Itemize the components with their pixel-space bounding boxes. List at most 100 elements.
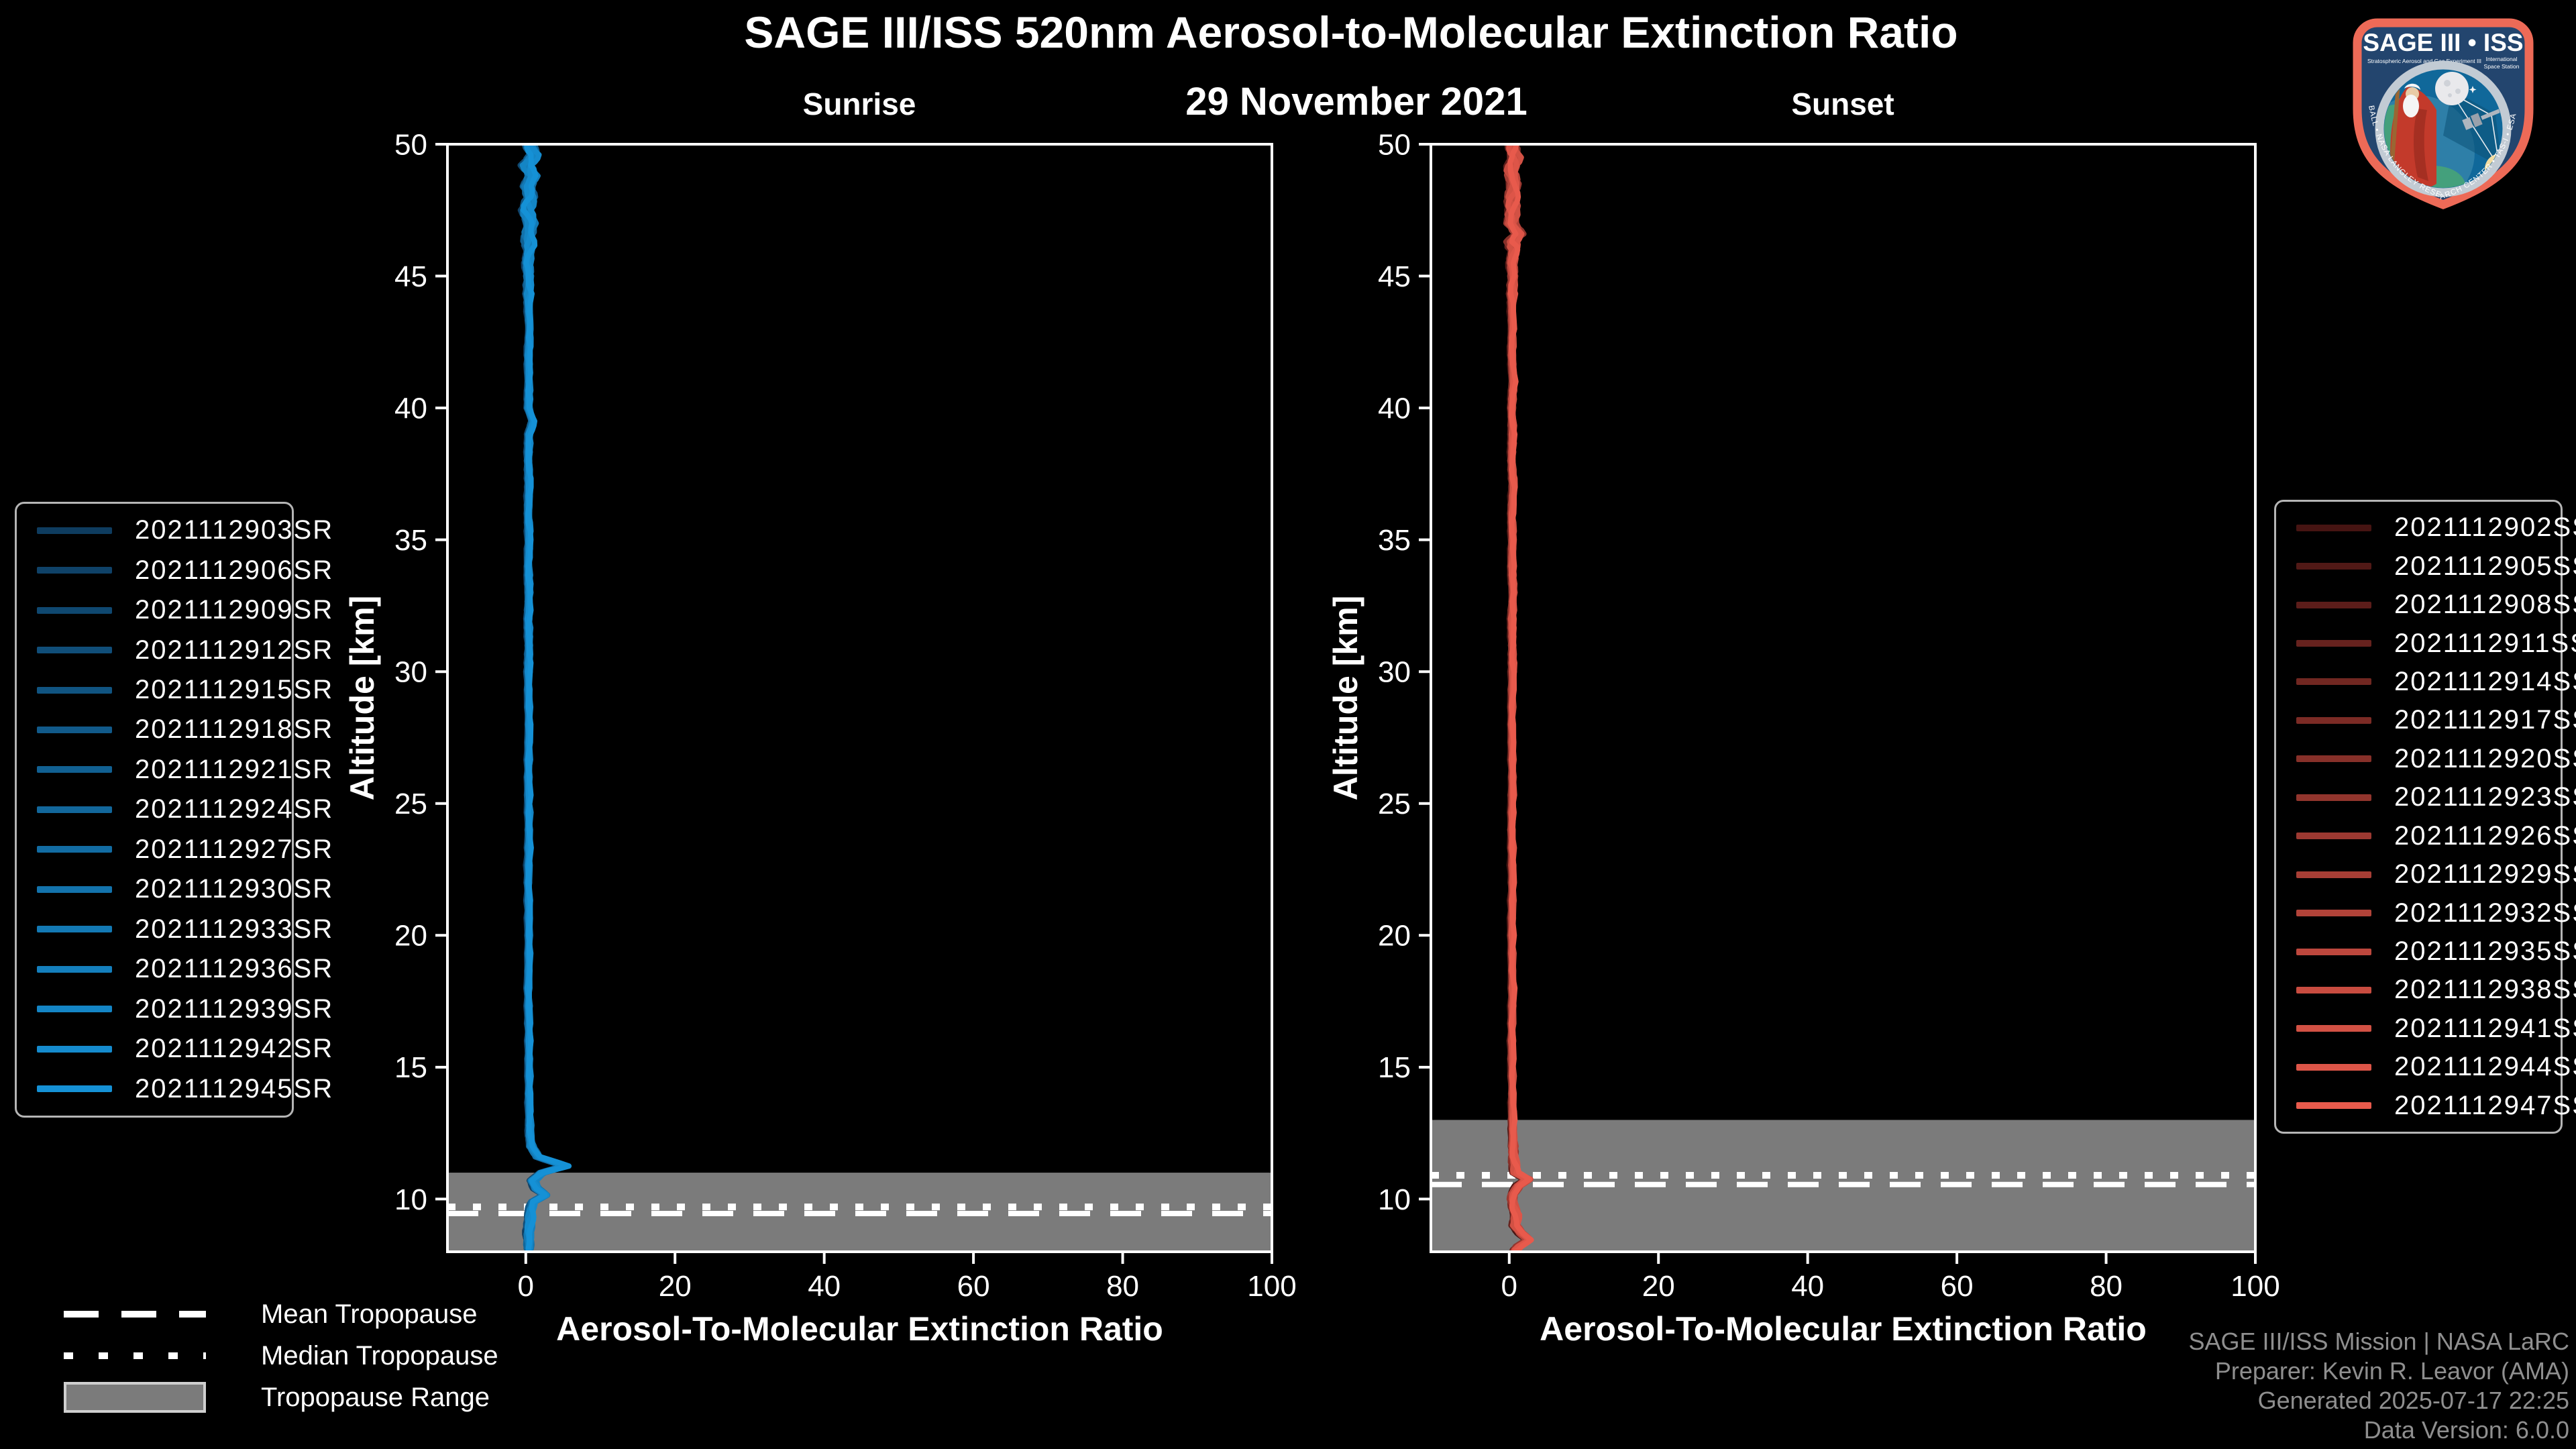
y-tick-label: 50 xyxy=(394,128,427,161)
y-tick-label: 15 xyxy=(394,1051,427,1084)
y-tick-label: 40 xyxy=(394,392,427,425)
x-tick-label: 80 xyxy=(1106,1270,1139,1303)
legend-item: 2021112915SR xyxy=(17,675,332,705)
x-tick-label: 100 xyxy=(1247,1270,1296,1303)
footer-preparer-line: Preparer: Kevin R. Leavor (AMA) xyxy=(2214,1357,2569,1385)
legend-line-swatch xyxy=(2296,1102,2371,1110)
sunrise-yaxis-label: Altitude [km] xyxy=(343,596,381,801)
legend-line-swatch xyxy=(2296,716,2371,724)
legend-event-label: 2021112938SS xyxy=(2394,975,2576,1005)
patch-subtitle-right-2: Space Station xyxy=(2484,63,2520,70)
legend-line-swatch xyxy=(2296,678,2371,686)
legend-item: 2021112908SS xyxy=(2276,590,2576,620)
median-tropopause-dotted-swatch xyxy=(64,1352,206,1359)
x-tick-label: 40 xyxy=(808,1270,841,1303)
footer-generated-line: Generated 2025-07-17 22:25 xyxy=(2257,1387,2569,1415)
legend-event-label: 2021112926SS xyxy=(2394,820,2576,851)
sunset-xaxis-label: Aerosol-To-Molecular Extinction Ratio xyxy=(1540,1310,2147,1348)
legend-event-label: 2021112935SS xyxy=(2394,936,2576,967)
patch-subtitle-left: Stratospheric Aerosol and Gas Experiment… xyxy=(2367,58,2481,64)
footer-mission-line: SAGE III/ISS Mission | NASA LaRC xyxy=(2188,1328,2569,1356)
legend-line-swatch xyxy=(37,726,112,733)
legend-line-swatch xyxy=(37,846,112,853)
y-tick-label: 45 xyxy=(394,260,427,293)
y-tick-label: 25 xyxy=(394,788,427,820)
legend-item: 2021112939SR xyxy=(17,994,332,1024)
y-tick-label: 25 xyxy=(1378,788,1411,820)
legend-item: 2021112920SS xyxy=(2276,744,2576,774)
legend-line-swatch xyxy=(2296,755,2371,763)
legend-event-label: 2021112941SS xyxy=(2394,1013,2576,1043)
y-tick-label: 35 xyxy=(394,524,427,557)
patch-subtitle-right-1: International xyxy=(2486,56,2518,62)
legend-item: 2021112917SS xyxy=(2276,705,2576,735)
legend-event-label: 2021112902SS xyxy=(2394,513,2576,543)
legend-event-label: 2021112903SR xyxy=(135,515,334,545)
footer-version-line: Data Version: 6.0.0 xyxy=(2363,1416,2569,1444)
y-tick-label: 20 xyxy=(1378,920,1411,953)
figure-title: SAGE III/ISS 520nm Aerosol-to-Molecular … xyxy=(744,7,1958,57)
legend-line-swatch xyxy=(2296,833,2371,840)
y-tick-label: 10 xyxy=(394,1183,427,1216)
legend-item: 2021112942SR xyxy=(17,1034,332,1064)
x-tick-label: 100 xyxy=(2231,1270,2279,1303)
legend-line-swatch xyxy=(37,926,112,933)
footer-credits: SAGE III/ISS Mission | NASA LaRC Prepare… xyxy=(2188,1327,2569,1445)
legend-line-swatch xyxy=(37,647,112,654)
legend-item: 2021112932SS xyxy=(2276,898,2576,928)
tropopause-range-swatch xyxy=(64,1382,206,1413)
legend-event-label: 2021112921SR xyxy=(135,754,334,784)
legend-item: 2021112944SS xyxy=(2276,1052,2576,1082)
sunset-axes-frame xyxy=(1430,143,2257,1253)
legend-event-label: 2021112947SS xyxy=(2394,1090,2576,1120)
legend-line-swatch xyxy=(37,766,112,773)
legend-event-label: 2021112936SR xyxy=(135,954,334,984)
legend-line-swatch xyxy=(37,1045,112,1053)
legend-item: 2021112935SS xyxy=(2276,936,2576,967)
y-tick-label: 50 xyxy=(1378,128,1411,161)
sunrise-axes-frame xyxy=(446,143,1273,1253)
sunset-yaxis-label: Altitude [km] xyxy=(1327,596,1364,801)
legend-event-label: 2021112945SR xyxy=(135,1073,334,1104)
legend-item: 2021112911SS xyxy=(2276,629,2576,659)
legend-item: 2021112929SS xyxy=(2276,859,2576,890)
sunset-legend-box: 2021112902SS 2021112905SS 2021112908SS 2021… xyxy=(2274,500,2576,1134)
x-tick-label: 40 xyxy=(1791,1270,1824,1303)
x-tick-label: 20 xyxy=(659,1270,692,1303)
legend-event-label: 2021112944SS xyxy=(2394,1052,2576,1082)
y-tick-label: 10 xyxy=(1378,1183,1411,1216)
x-tick-label: 60 xyxy=(1941,1270,1974,1303)
legend-item: 2021112933SR xyxy=(17,914,332,945)
legend-event-label: 2021112927SR xyxy=(135,834,334,864)
legend-line-swatch xyxy=(37,527,112,534)
legend-event-label: 2021112929SS xyxy=(2394,859,2576,890)
median-tropopause-label: Median Tropopause xyxy=(261,1340,498,1371)
legend-line-swatch xyxy=(2296,601,2371,608)
legend-event-label: 2021112932SS xyxy=(2394,898,2576,928)
legend-line-swatch xyxy=(2296,986,2371,994)
mean-tropopause-legend-row: Mean Tropopause xyxy=(64,1293,498,1335)
legend-item: 2021112912SR xyxy=(17,635,332,665)
sunrise-panel-title: Sunrise xyxy=(802,87,916,121)
legend-item: 2021112927SR xyxy=(17,835,332,865)
sunset-profile-line xyxy=(1507,144,1534,1252)
legend-item: 2021112914SS xyxy=(2276,667,2576,697)
legend-event-label: 2021112914SS xyxy=(2394,666,2576,696)
patch-scene xyxy=(2384,70,2502,188)
legend-line-swatch xyxy=(2296,871,2371,878)
legend-item: 2021112941SS xyxy=(2276,1014,2576,1044)
legend-event-label: 2021112930SR xyxy=(135,874,334,904)
legend-event-label: 2021112917SS xyxy=(2394,705,2576,735)
legend-item: 2021112918SR xyxy=(17,714,332,745)
sunset-panel-title: Sunset xyxy=(1791,87,1894,121)
legend-event-label: 2021112923SS xyxy=(2394,782,2576,812)
legend-item: 2021112906SR xyxy=(17,555,332,586)
x-tick-label: 0 xyxy=(518,1270,534,1303)
legend-event-label: 2021112912SR xyxy=(135,635,334,665)
legend-event-label: 2021112906SR xyxy=(135,555,334,585)
legend-item: 2021112924SR xyxy=(17,794,332,824)
median-tropopause-legend-row: Median Tropopause xyxy=(64,1335,498,1377)
legend-event-label: 2021112905SS xyxy=(2394,551,2576,581)
legend-line-swatch xyxy=(37,965,112,973)
legend-event-label: 2021112942SR xyxy=(135,1034,334,1064)
